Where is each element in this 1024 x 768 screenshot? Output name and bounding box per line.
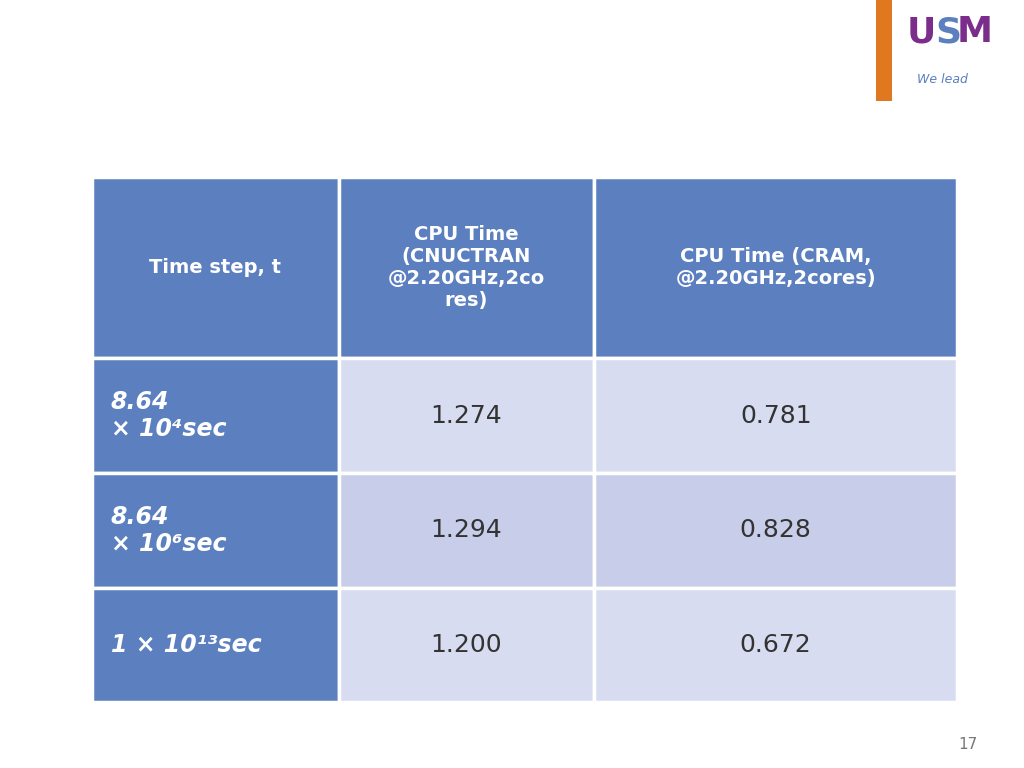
Bar: [339, 588, 594, 702]
Text: CPU Time (CRAM,
@2.20GHz,2cores): CPU Time (CRAM, @2.20GHz,2cores): [676, 247, 877, 288]
Text: 8.64: 8.64: [111, 390, 169, 414]
Bar: [594, 177, 957, 358]
Text: M: M: [956, 15, 993, 49]
Text: 0.828: 0.828: [739, 518, 812, 542]
Bar: [92, 358, 339, 473]
Text: Time step, t: Time step, t: [150, 258, 282, 277]
Bar: [92, 473, 339, 588]
Bar: [92, 177, 339, 358]
Bar: [339, 358, 594, 473]
Bar: [876, 0, 892, 101]
Text: S: S: [935, 15, 962, 49]
Bar: [594, 358, 957, 473]
Text: 1.294: 1.294: [430, 518, 502, 542]
Text: CPU Time
(CNUCTRAN
@2.20GHz,2co
res): CPU Time (CNUCTRAN @2.20GHz,2co res): [388, 225, 545, 310]
Bar: [92, 588, 339, 702]
Bar: [892, 0, 1024, 101]
Text: Table 2: CPU Time Comparison: Table 2: CPU Time Comparison: [31, 26, 842, 71]
Text: U: U: [907, 15, 936, 49]
Text: 1.274: 1.274: [430, 404, 502, 428]
Bar: [594, 588, 957, 702]
Bar: [339, 473, 594, 588]
Text: 1 × 10¹³sec: 1 × 10¹³sec: [111, 633, 261, 657]
Text: 1.200: 1.200: [430, 633, 502, 657]
Text: We lead: We lead: [916, 72, 968, 85]
Bar: [594, 473, 957, 588]
Text: 17: 17: [958, 737, 978, 752]
Text: 0.672: 0.672: [740, 633, 812, 657]
Text: 8.64: 8.64: [111, 505, 169, 528]
Text: 0.781: 0.781: [740, 404, 812, 428]
Text: × 10⁶sec: × 10⁶sec: [111, 532, 226, 556]
Text: × 10⁴sec: × 10⁴sec: [111, 417, 226, 442]
Bar: [339, 177, 594, 358]
